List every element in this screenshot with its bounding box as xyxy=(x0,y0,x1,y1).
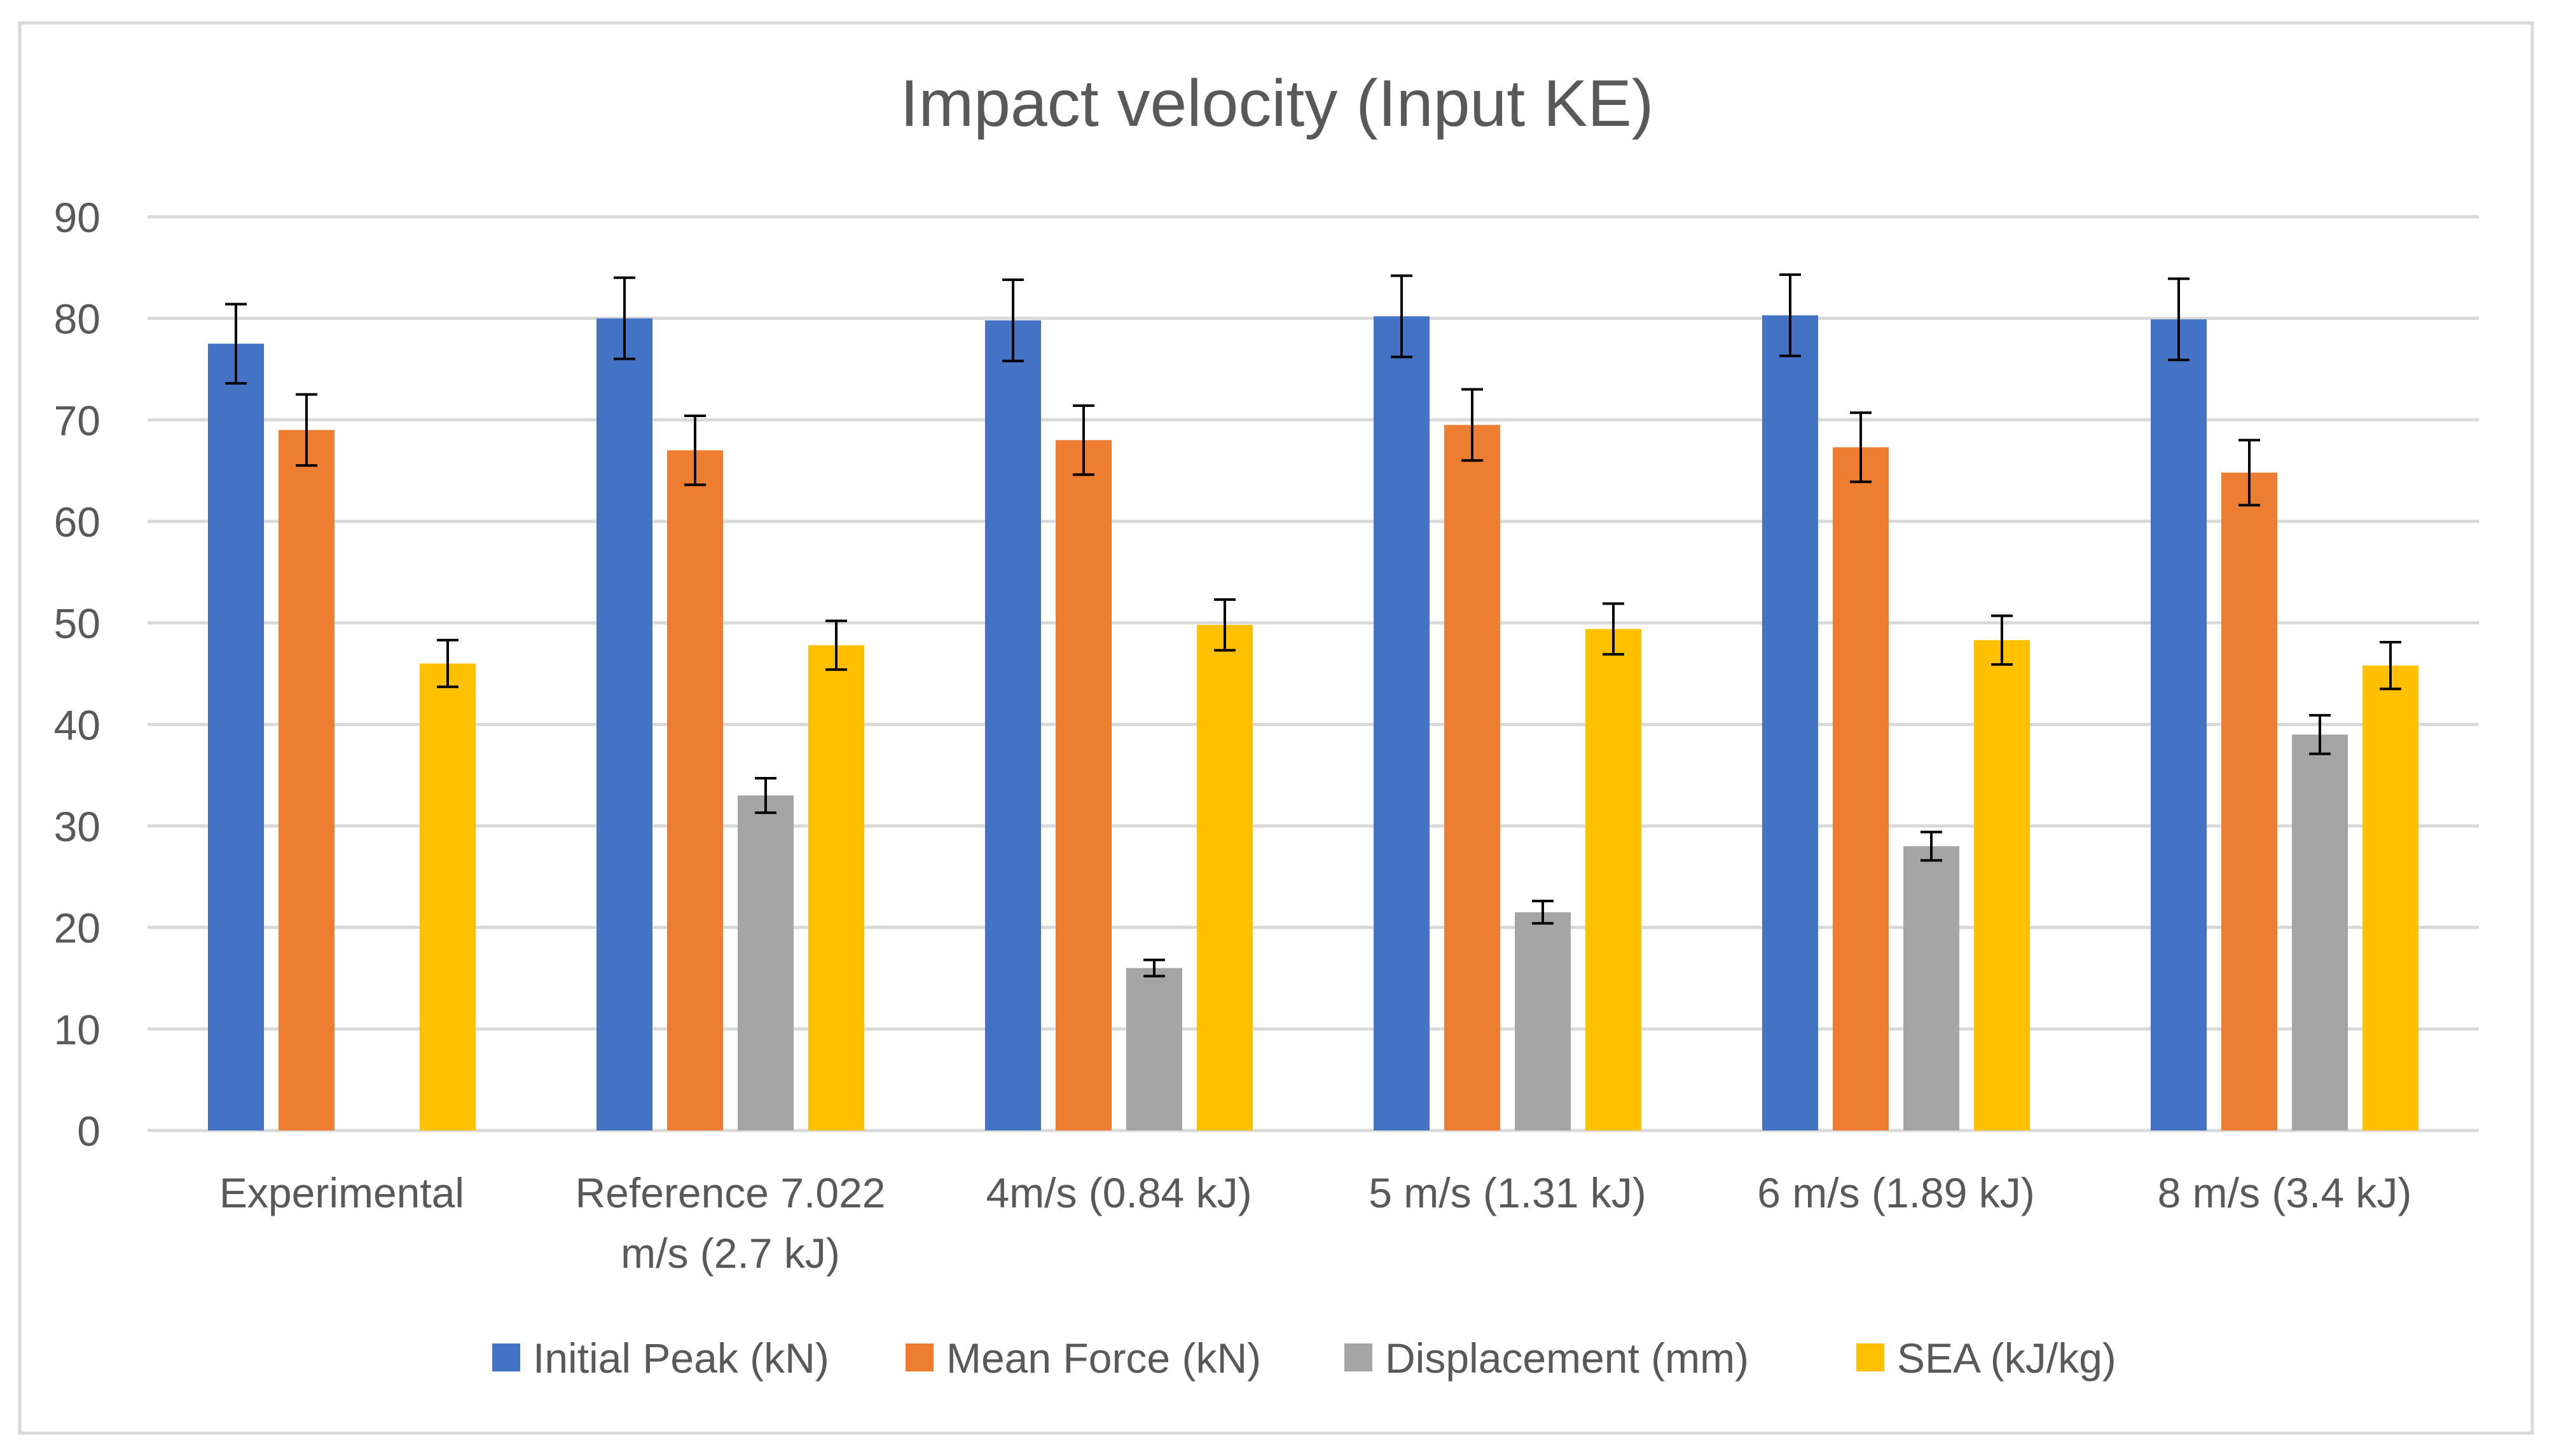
legend: Initial Peak (kN) Mean Force (kN) Displace… xyxy=(492,1335,2116,1382)
bar-displacement xyxy=(1903,846,1959,1130)
legend-label: Mean Force (kN) xyxy=(946,1335,1261,1382)
x-tick-label: 8 m/s (3.4 kJ) xyxy=(2158,1169,2412,1216)
legend-swatch xyxy=(1856,1343,1884,1371)
y-tick-label: 70 xyxy=(54,397,100,444)
bar-initial xyxy=(1374,316,1430,1130)
x-tick-label: 5 m/s (1.31 kJ) xyxy=(1369,1169,1646,1216)
bar-sea xyxy=(2362,665,2418,1130)
bar-sea xyxy=(1197,624,1253,1130)
x-axis-labels: Experimental Reference 7.022 m/s (2.7 kJ) 4… xyxy=(219,1169,2411,1277)
x-tick-label: Reference 7.022 xyxy=(575,1169,885,1216)
y-tick-label: 30 xyxy=(54,803,100,850)
y-tick-label: 60 xyxy=(54,498,100,546)
error-bars xyxy=(225,273,2401,978)
legend-label: Displacement (mm) xyxy=(1385,1335,1749,1382)
bar-displacement xyxy=(1515,912,1571,1130)
bar-initial xyxy=(597,318,652,1131)
bar-initial xyxy=(208,343,264,1131)
bar-mean xyxy=(1444,425,1500,1130)
legend-swatch xyxy=(906,1343,934,1371)
chart-title: Impact velocity (Input KE) xyxy=(900,67,1654,141)
bar-mean xyxy=(667,450,723,1130)
bar-mean xyxy=(279,430,335,1130)
legend-label: Initial Peak (kN) xyxy=(533,1335,829,1382)
legend-label: SEA (kJ/kg) xyxy=(1897,1335,2116,1382)
bars xyxy=(208,315,2418,1131)
y-tick-label: 80 xyxy=(54,296,100,343)
x-tick-label: Experimental xyxy=(219,1169,464,1216)
bar-sea xyxy=(420,663,476,1130)
y-tick-label: 90 xyxy=(54,194,100,241)
y-tick-label: 20 xyxy=(54,905,100,952)
y-tick-label: 50 xyxy=(54,600,100,647)
y-tick-label: 0 xyxy=(77,1108,100,1155)
x-tick-label: 4m/s (0.84 kJ) xyxy=(986,1169,1252,1216)
y-axis-ticks: 0 10 20 30 40 50 60 70 80 90 xyxy=(54,194,100,1155)
bar-sea xyxy=(1974,640,2030,1130)
x-tick-label: 6 m/s (1.89 kJ) xyxy=(1757,1169,2034,1216)
bar-mean xyxy=(1056,440,1112,1131)
bar-displacement xyxy=(1126,968,1182,1130)
y-tick-label: 40 xyxy=(54,701,100,748)
bar-sea xyxy=(808,645,864,1130)
gridlines xyxy=(148,215,2479,1132)
bar-mean xyxy=(2221,472,2277,1130)
x-tick-label: m/s (2.7 kJ) xyxy=(621,1230,840,1277)
bar-mean xyxy=(1833,447,1889,1130)
legend-swatch xyxy=(1344,1343,1372,1371)
bar-displacement xyxy=(738,795,794,1130)
bar-sea xyxy=(1585,629,1641,1130)
bar-displacement xyxy=(2292,734,2348,1130)
legend-swatch xyxy=(492,1343,520,1371)
bar-initial xyxy=(985,320,1041,1130)
y-tick-label: 10 xyxy=(54,1006,100,1053)
bar-initial xyxy=(2151,319,2207,1131)
bar-initial xyxy=(1762,315,1818,1130)
